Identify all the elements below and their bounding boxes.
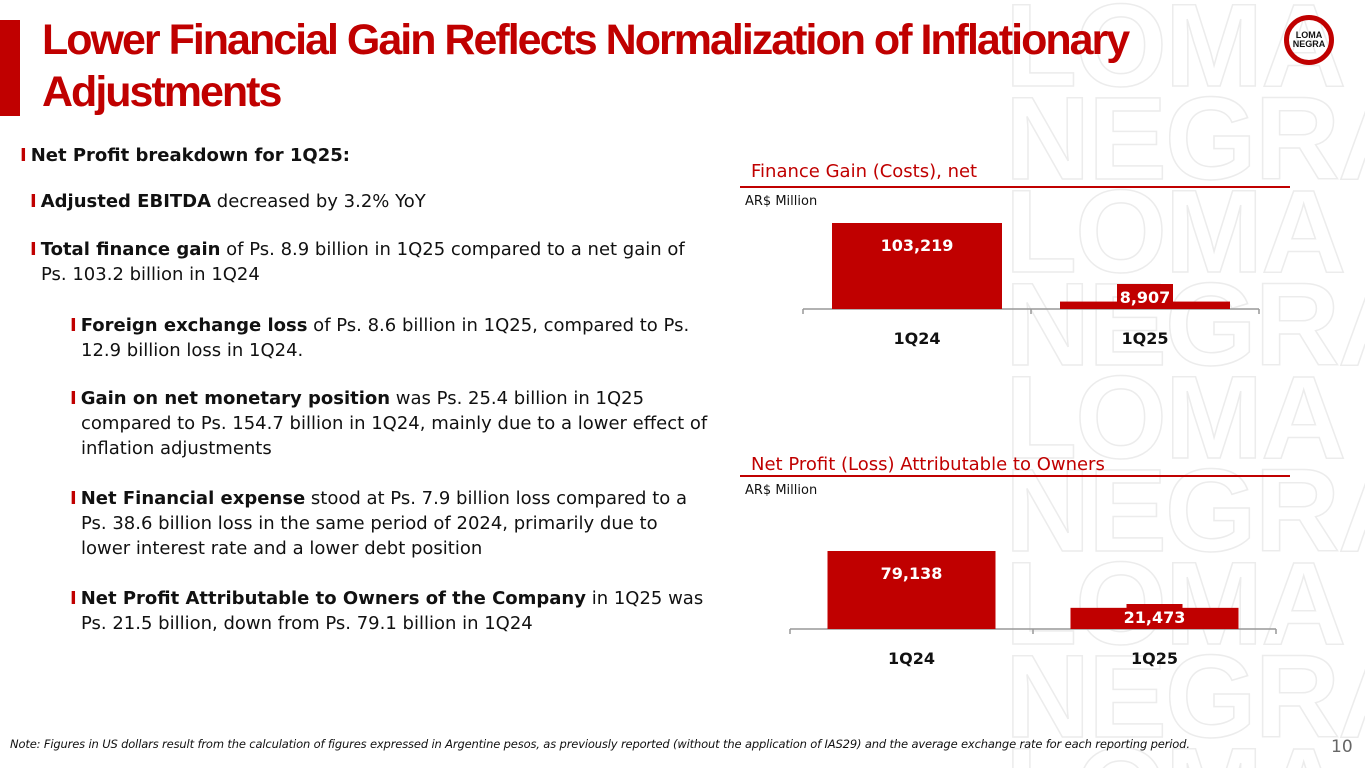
bullet-text: stood at Ps. 7.9 billion loss compared t…	[81, 488, 688, 559]
category-label-1Q24: 1Q24	[888, 649, 935, 668]
bullet-text: of Ps. 8.9 billion in 1Q25 compared to a…	[41, 239, 685, 285]
page-title: Lower Financial Gain Reflects Normalizat…	[42, 16, 1130, 116]
category-label-1Q24: 1Q24	[894, 329, 941, 348]
bullet-text: of Ps. 8.6 billion in 1Q25, compared to …	[81, 315, 690, 361]
bullet-marker-icon: I	[70, 488, 77, 509]
page-number: 10	[1331, 737, 1353, 757]
finance-gain-chart: 103,219 1Q24 8,907 1Q25	[802, 223, 1260, 348]
bullet-net-profit-owners: I Net Profit Attributable to Owners of th…	[70, 586, 721, 636]
bullet-net-financial-expense: I Net Financial expense stood at Ps. 7.9 …	[70, 486, 711, 561]
bullet-bold: Net Financial expense	[80, 488, 306, 509]
data-label-1Q24: 79,138	[881, 564, 943, 583]
bullet-marker-icon: I	[70, 315, 77, 336]
bar-1Q24	[832, 223, 1002, 309]
net-profit-chart: 79,138 1Q24 21,473 1Q25	[789, 551, 1277, 668]
category-label-1Q25: 1Q25	[1131, 649, 1178, 668]
loma-negra-logo: LOMA NEGRA	[1284, 15, 1334, 65]
bullet-marker-icon: I	[70, 388, 77, 409]
category-label-1Q25: 1Q25	[1122, 329, 1169, 348]
bullet-text: in 1Q25 was Ps. 21.5 billion, down from …	[81, 588, 704, 634]
chart1-title: Finance Gain (Costs), net	[751, 161, 978, 182]
brand-watermark: LOMA NEGRA LOMA NEGRA LOMA NEGRA LOMA NE…	[1005, 0, 1365, 768]
bullet-marker-icon: I	[70, 588, 77, 609]
bullet-bold: Foreign exchange loss	[80, 315, 308, 336]
bullet-bold: Gain on net monetary position	[80, 388, 391, 409]
bar-1Q24	[827, 551, 996, 629]
bullet-total-finance-gain: I Total finance gain of Ps. 8.9 billion i…	[30, 237, 691, 287]
bullet-marker-icon: I	[20, 145, 27, 166]
bullet-bold: Net Profit breakdown for 1Q25:	[30, 145, 350, 166]
footnote: Note: Figures in US dollars result from …	[10, 737, 1190, 751]
data-label-bg	[1117, 284, 1173, 308]
bullet-text: decreased by 3.2% YoY	[211, 191, 426, 212]
bullet-net-monetary-position: I Gain on net monetary position was Ps. 2…	[70, 386, 711, 461]
data-label-1Q25: 8,907	[1120, 288, 1171, 307]
chart2-unit: AR$ Million	[745, 483, 818, 498]
chart1-unit: AR$ Million	[745, 194, 818, 209]
bullet-bold: Adjusted EBITDA	[40, 191, 212, 212]
chart1-title-rule	[740, 186, 1290, 188]
logo-line2: NEGRA	[1292, 39, 1326, 49]
bullet-bold: Total finance gain	[40, 239, 221, 260]
data-label-bg	[1126, 604, 1183, 628]
chart2-title-rule	[740, 475, 1290, 477]
bullet-marker-icon: I	[30, 239, 37, 260]
data-label-1Q24: 103,219	[881, 236, 954, 255]
bullet-adjusted-ebitda: I Adjusted EBITDA decreased by 3.2% YoY	[30, 189, 701, 214]
bullet-marker-icon: I	[30, 191, 37, 212]
bullet-foreign-exchange-loss: I Foreign exchange loss of Ps. 8.6 billio…	[70, 313, 721, 363]
bullet-net-profit-breakdown: I Net Profit breakdown for 1Q25:	[20, 143, 350, 168]
bullet-text: was Ps. 25.4 billion in 1Q25 compared to…	[81, 388, 708, 459]
data-label-1Q25: 21,473	[1124, 608, 1186, 627]
title-accent-bar	[0, 20, 20, 116]
chart2-title: Net Profit (Loss) Attributable to Owners	[751, 454, 1105, 475]
bullet-bold: Net Profit Attributable to Owners of the…	[80, 588, 586, 609]
logo-line1: LOMA	[1295, 30, 1323, 40]
net-profit-breakdown: I Net Profit breakdown for 1Q25: I Adjuste…	[0, 0, 720, 700]
